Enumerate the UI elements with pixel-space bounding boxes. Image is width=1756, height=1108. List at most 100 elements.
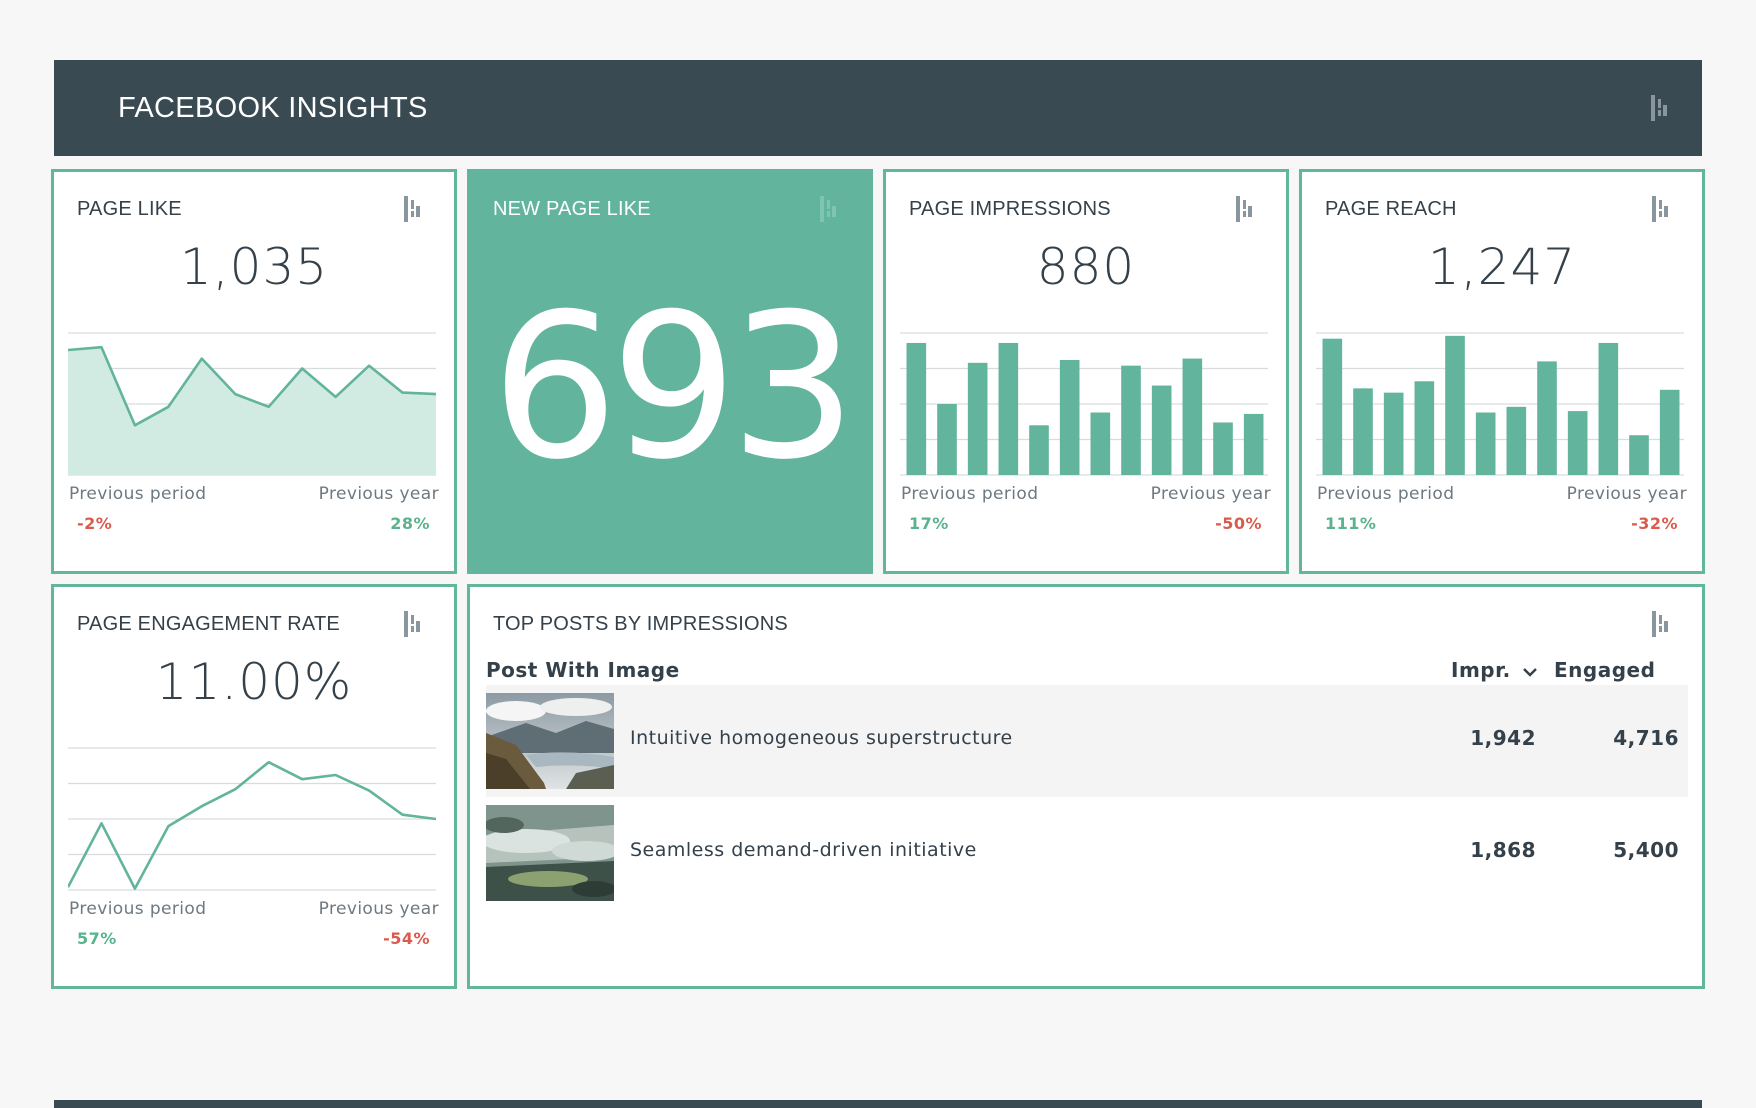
prev-period-label: Previous period xyxy=(1317,484,1455,504)
top-posts-card: TOP POSTS BY IMPRESSIONS Post With Image… xyxy=(467,584,1705,989)
bar-mark[interactable] xyxy=(906,342,927,475)
card-title: PAGE LIKE xyxy=(77,198,182,220)
metric-value: 11.00% xyxy=(155,653,353,711)
bar-mark[interactable] xyxy=(1598,342,1619,475)
table-row[interactable]: Seamless demand-driven initiative 1,868 … xyxy=(486,797,1688,909)
card-title: PAGE REACH xyxy=(1325,198,1457,220)
chart-gridlines xyxy=(1316,332,1684,476)
bar-mark[interactable] xyxy=(1414,381,1435,475)
prev-year-label: Previous year xyxy=(1566,484,1687,504)
bar-mark[interactable] xyxy=(998,342,1019,475)
data-point[interactable] xyxy=(200,804,204,808)
bar-mark[interactable] xyxy=(1629,435,1649,475)
bar-mark[interactable] xyxy=(1121,365,1141,475)
data-point[interactable] xyxy=(267,405,271,409)
data-point[interactable] xyxy=(99,345,103,349)
post-impressions: 1,942 xyxy=(1470,726,1536,750)
bar-mark[interactable] xyxy=(1475,412,1496,475)
dashthis-logo-icon[interactable] xyxy=(1236,196,1254,222)
col-header-engaged[interactable]: Engaged xyxy=(1554,658,1656,682)
post-title[interactable]: Seamless demand-driven initiative xyxy=(630,839,977,861)
data-point[interactable] xyxy=(334,395,338,399)
col-header-impressions-label: Impr. xyxy=(1451,658,1511,682)
page-reach-card: PAGE REACH 1,247 Previous period Previou… xyxy=(1299,169,1705,574)
bar-mark[interactable] xyxy=(1243,413,1264,475)
bar-mark[interactable] xyxy=(1353,388,1373,475)
area-fill xyxy=(68,347,436,475)
card-title: PAGE ENGAGEMENT RATE xyxy=(77,613,340,635)
bar-mark[interactable] xyxy=(1445,335,1465,475)
metric-value: 880 xyxy=(1036,238,1136,296)
prev-year-value: -50% xyxy=(1215,514,1262,533)
bar-mark[interactable] xyxy=(1151,385,1172,475)
data-point[interactable] xyxy=(367,364,371,368)
bar-mark[interactable] xyxy=(1322,338,1343,475)
prev-period-value: 111% xyxy=(1325,514,1377,533)
next-section-header xyxy=(54,1100,1702,1108)
prev-year-value: -32% xyxy=(1631,514,1678,533)
col-header-impressions[interactable]: Impr. xyxy=(1451,658,1538,682)
prev-year-value: -54% xyxy=(383,929,430,948)
bar-mark[interactable] xyxy=(1059,359,1080,475)
col-header-post: Post With Image xyxy=(486,658,680,682)
data-point[interactable] xyxy=(401,391,405,395)
dashthis-logo-icon[interactable] xyxy=(1652,196,1670,222)
series-line xyxy=(68,760,436,890)
dashthis-logo-icon[interactable] xyxy=(820,196,838,222)
bar-mark[interactable] xyxy=(1506,406,1527,475)
metric-value: 1,035 xyxy=(179,238,329,296)
table-row[interactable]: Intuitive homogeneous superstructure 1,9… xyxy=(486,685,1688,797)
data-point[interactable] xyxy=(99,821,103,825)
bar-mark[interactable] xyxy=(1090,412,1111,475)
post-impressions: 1,868 xyxy=(1470,838,1536,862)
data-point[interactable] xyxy=(300,777,304,781)
bar-mark[interactable] xyxy=(1383,392,1404,475)
prev-year-label: Previous year xyxy=(318,484,439,504)
prev-period-label: Previous period xyxy=(901,484,1039,504)
chart-gridlines xyxy=(68,747,436,891)
post-engaged: 4,716 xyxy=(1613,726,1679,750)
dashthis-logo-icon[interactable] xyxy=(404,196,422,222)
metric-value: 1,247 xyxy=(1427,238,1577,296)
post-title[interactable]: Intuitive homogeneous superstructure xyxy=(630,727,1013,749)
data-point[interactable] xyxy=(133,423,137,427)
prev-period-value: 17% xyxy=(909,514,949,533)
chevron-down-icon xyxy=(1523,667,1538,677)
data-point[interactable] xyxy=(166,405,170,409)
data-point[interactable] xyxy=(166,824,170,828)
page-like-chart xyxy=(68,327,436,477)
page-impressions-card: PAGE IMPRESSIONS 880 Previous period Pre… xyxy=(883,169,1289,574)
data-point[interactable] xyxy=(367,789,371,793)
data-point[interactable] xyxy=(233,787,237,791)
engagement-rate-card: PAGE ENGAGEMENT RATE 11.00% Previous per… xyxy=(51,584,457,989)
bar-mark[interactable] xyxy=(1537,361,1557,475)
prev-period-value: 57% xyxy=(77,929,117,948)
bar-mark[interactable] xyxy=(1182,358,1203,475)
engagement-rate-chart xyxy=(68,742,436,892)
data-point[interactable] xyxy=(267,760,271,764)
dashthis-logo-icon[interactable] xyxy=(404,611,422,637)
bar-mark[interactable] xyxy=(1029,425,1049,475)
prev-period-label: Previous period xyxy=(69,899,207,919)
data-point[interactable] xyxy=(334,773,338,777)
section-header: FACEBOOK INSIGHTS xyxy=(54,60,1702,156)
dashthis-logo-icon[interactable] xyxy=(1651,95,1669,121)
card-title: NEW PAGE LIKE xyxy=(493,198,651,220)
bar-mark[interactable] xyxy=(1213,422,1233,475)
data-point[interactable] xyxy=(133,887,137,891)
data-point[interactable] xyxy=(401,813,405,817)
bar-mark[interactable] xyxy=(937,404,957,475)
data-point[interactable] xyxy=(233,392,237,396)
data-point[interactable] xyxy=(200,357,204,361)
data-point[interactable] xyxy=(300,367,304,371)
dashthis-logo-icon[interactable] xyxy=(1652,611,1670,637)
bar-mark[interactable] xyxy=(1567,411,1588,475)
post-engaged: 5,400 xyxy=(1613,838,1679,862)
bar-mark[interactable] xyxy=(967,362,988,475)
prev-year-label: Previous year xyxy=(1150,484,1271,504)
metric-value: 693 xyxy=(491,271,857,504)
post-thumbnail xyxy=(486,805,614,901)
prev-period-value: -2% xyxy=(77,514,113,533)
bar-mark[interactable] xyxy=(1659,389,1680,475)
page-impressions-chart xyxy=(900,327,1268,477)
